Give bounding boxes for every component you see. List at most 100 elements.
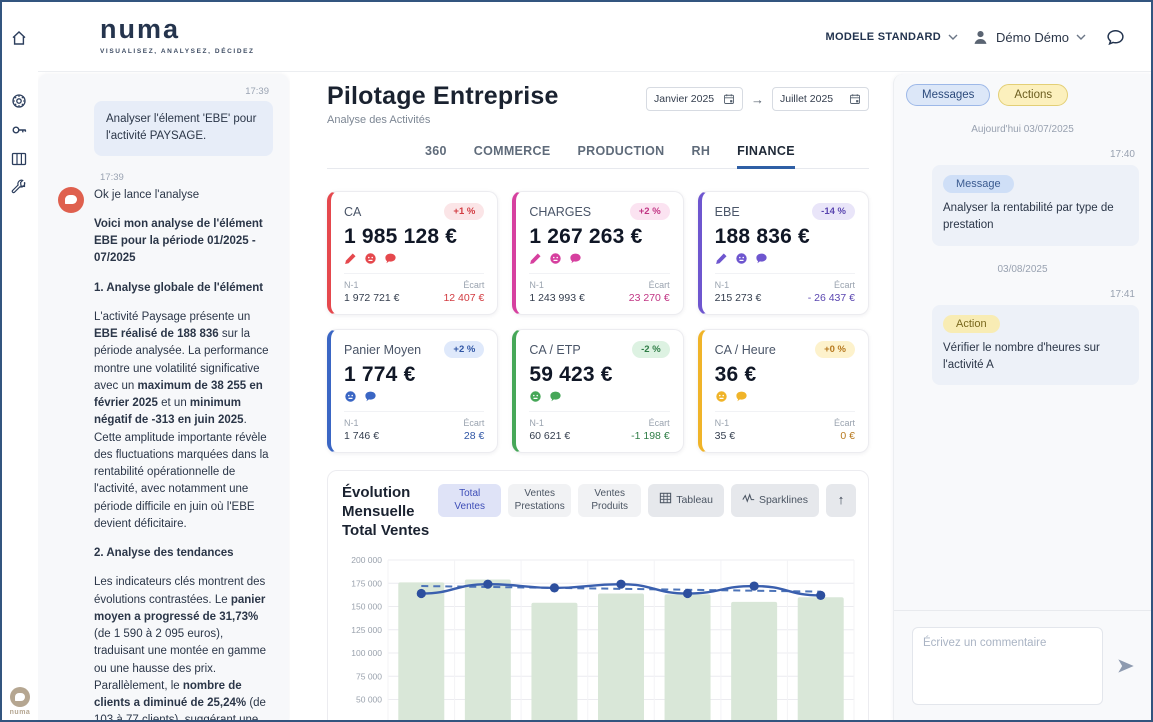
calendar-icon	[850, 94, 860, 104]
columns-icon[interactable]	[10, 150, 30, 170]
chat-icon[interactable]	[755, 252, 768, 265]
chart-button-tableau[interactable]: Tableau	[648, 484, 724, 517]
kpi-actions	[344, 390, 484, 403]
n1-label: N-1	[344, 418, 359, 428]
chart-button-ventes-produits[interactable]: Ventes Produits	[578, 484, 642, 517]
svg-text:175 000: 175 000	[351, 579, 382, 589]
tools-icon[interactable]	[10, 179, 30, 199]
feed-time: 17:40	[1109, 149, 1135, 160]
right-panel-tabs: Messages Actions	[906, 84, 1139, 106]
bot-icon[interactable]	[549, 252, 562, 265]
numa-mascot-icon	[10, 687, 30, 707]
svg-text:125 000: 125 000	[351, 625, 382, 635]
kpi-badge: +2 %	[444, 341, 485, 358]
kpi-grid: CA +1 % 1 985 128 € N-1 1 972 721 € Écar…	[327, 191, 869, 453]
mascot: numa	[2, 687, 38, 716]
chart-button--[interactable]: ↑	[826, 484, 856, 517]
send-icon[interactable]	[1115, 655, 1137, 677]
user-name: Démo Démo	[996, 29, 1069, 45]
tab-finance[interactable]: FINANCE	[737, 144, 795, 169]
chat-icon[interactable]	[569, 252, 582, 265]
analysis-paragraph: Les indicateurs clés montrent des évolut…	[94, 576, 266, 720]
tab-360[interactable]: 360	[425, 144, 447, 158]
kpi-badge: -2 %	[632, 341, 670, 358]
kpi-badge: -14 %	[812, 203, 855, 220]
chart-button-sparklines[interactable]: Sparklines	[730, 484, 819, 517]
svg-text:100 000: 100 000	[351, 648, 382, 658]
tabs-divider	[327, 168, 869, 169]
right-tab-messages[interactable]: Messages	[906, 84, 991, 106]
chat-icon[interactable]	[384, 252, 397, 265]
chat-bubble-icon[interactable]	[1106, 28, 1125, 47]
spark-icon	[742, 492, 755, 508]
divider	[529, 273, 670, 274]
kpi-value: 1 267 263 €	[529, 225, 643, 248]
chat-icon[interactable]	[735, 390, 748, 403]
bot-icon[interactable]	[529, 390, 542, 403]
feed-card-action[interactable]: Action Vérifier le nombre d'heures sur l…	[932, 304, 1139, 385]
chat-icon[interactable]	[549, 390, 562, 403]
date-to-picker[interactable]: Juillet 2025	[772, 87, 869, 111]
model-selector[interactable]: MODELE STANDARD	[826, 31, 959, 43]
analysis-section-title: 2. Analyse des tendances	[94, 547, 234, 559]
arrow-right-icon: →	[751, 91, 764, 107]
kpi-actions	[529, 252, 669, 265]
tab-commerce[interactable]: COMMERCE	[473, 144, 551, 158]
ecart-value: -1 198 €	[631, 430, 670, 442]
brand: numa VISUALISEZ, ANALYSEZ, DÉCIDEZ	[100, 14, 255, 56]
feed-card-message[interactable]: Message Analyser la rentabilité par type…	[932, 165, 1139, 246]
bot-icon[interactable]	[735, 252, 748, 265]
chat-timestamp: 17:39	[245, 86, 269, 97]
main-content: Pilotage Entreprise Analyse des Activité…	[290, 72, 897, 720]
analysis-heading: Voici mon analyse de l'élément EBE pour …	[94, 217, 263, 265]
ecart-label: Écart	[463, 280, 485, 290]
kpi-label: CA / ETP	[529, 342, 581, 357]
bot-intro: Ok je lance l'analyse	[94, 188, 200, 201]
tab-rh[interactable]: RH	[691, 144, 711, 158]
n1-value: 1 746 €	[344, 430, 380, 442]
n1-label: N-1	[529, 418, 544, 428]
chart-buttons: Total Ventes Ventes Prestations Ventes Pro…	[438, 484, 856, 517]
feed-date: 03/08/2025	[997, 263, 1048, 275]
analysis-paragraph: L'activité Paysage présente un EBE réali…	[94, 310, 269, 530]
right-panel-feed: Aujourd'hui 03/07/2025 17:40 Message Analy…	[906, 124, 1139, 385]
brand-logo: numa	[100, 14, 181, 44]
chart-button-ventes-prestations[interactable]: Ventes Prestations	[508, 484, 572, 517]
divider	[714, 273, 855, 274]
chart-head: Évolution Mensuelle Total Ventes Total V…	[342, 484, 856, 540]
bot-icon[interactable]	[364, 252, 377, 265]
bot-icon[interactable]	[715, 390, 728, 403]
n1-value: 1 243 993 €	[529, 292, 585, 304]
right-tab-actions[interactable]: Actions	[998, 84, 1069, 106]
kpi-badge: +1 %	[444, 203, 485, 220]
home-icon[interactable]	[10, 29, 30, 49]
user-menu[interactable]: Démo Démo	[972, 29, 1086, 46]
brand-tagline: VISUALISEZ, ANALYSEZ, DÉCIDEZ	[100, 48, 255, 55]
ecart-value: - 26 437 €	[807, 292, 855, 304]
pencil-icon[interactable]	[715, 252, 728, 265]
chevron-down-icon	[948, 34, 958, 40]
chart-card: Évolution Mensuelle Total Ventes Total V…	[327, 470, 869, 720]
ecart-value: 28 €	[463, 430, 485, 442]
settings-icon[interactable]	[10, 92, 30, 112]
chat-panel: 17:39 Analyser l'élement 'EBE' pour l'ac…	[38, 74, 289, 720]
divider	[344, 273, 485, 274]
date-from-picker[interactable]: Janvier 2025	[646, 87, 743, 111]
chart-button-total-ventes[interactable]: Total Ventes	[438, 484, 502, 517]
calendar-icon	[724, 94, 734, 104]
feed-text: Analyser la rentabilité par type de pres…	[943, 202, 1114, 232]
divider	[344, 411, 485, 412]
bot-icon[interactable]	[344, 390, 357, 403]
kpi-value: 188 836 €	[714, 225, 810, 248]
chat-icon[interactable]	[364, 390, 377, 403]
divider	[714, 411, 855, 412]
tab-production[interactable]: PRODUCTION	[577, 144, 665, 158]
comment-input[interactable]	[912, 626, 1103, 705]
comment-area	[894, 610, 1151, 720]
pencil-icon[interactable]	[529, 252, 542, 265]
kpi-value: 1 985 128 €	[344, 225, 458, 248]
key-icon[interactable]	[10, 121, 30, 141]
pencil-icon[interactable]	[344, 252, 357, 265]
kpi-value: 59 423 €	[529, 363, 613, 386]
